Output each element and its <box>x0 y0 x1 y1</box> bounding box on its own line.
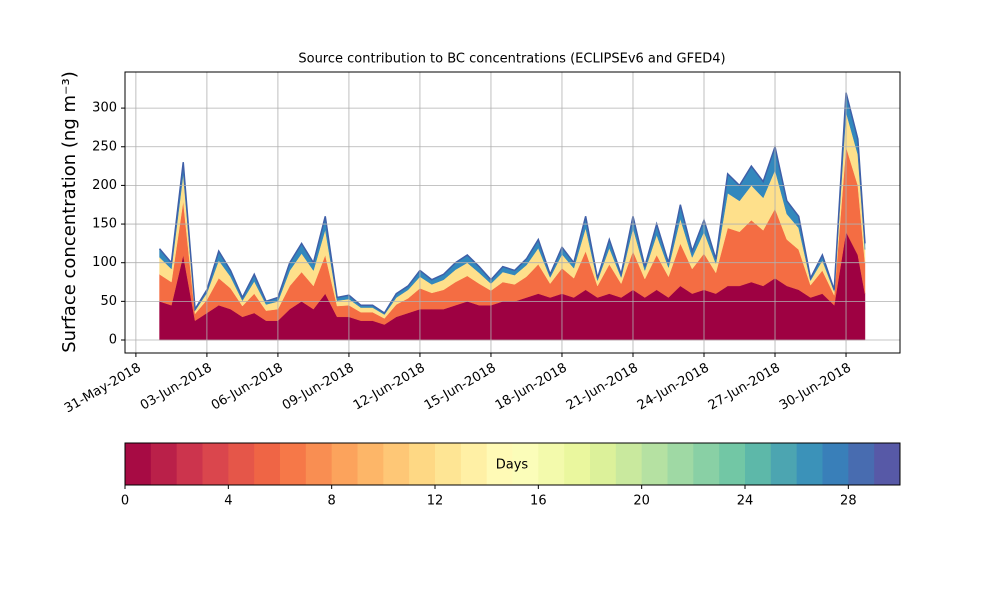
x-tick-label: 31-May-2018 <box>62 361 144 417</box>
colorbar-cell <box>564 443 591 485</box>
colorbar-cell <box>590 443 617 485</box>
colorbar-cell <box>693 443 720 485</box>
colorbar-cell <box>641 443 668 485</box>
y-axis-label: Surface concentration (ng m⁻³) <box>59 71 80 353</box>
x-tick-label: 27-Jun-2018 <box>706 361 783 414</box>
colorbar-cell <box>228 443 255 485</box>
colorbar-cell <box>486 443 513 485</box>
y-tick-label: 50 <box>100 294 117 309</box>
colorbar-cell <box>848 443 875 485</box>
colorbar-cell <box>538 443 565 485</box>
colorbar-cell <box>176 443 203 485</box>
plot-frame <box>124 71 901 354</box>
x-tick-label: 18-Jun-2018 <box>493 361 570 414</box>
x-tick-label: 30-Jun-2018 <box>777 361 854 414</box>
colorbar-cell <box>667 443 694 485</box>
colorbar-tick-label: 24 <box>737 494 754 509</box>
x-tick-label: 03-Jun-2018 <box>138 361 215 414</box>
colorbar-cell <box>512 443 539 485</box>
colorbar-frame <box>124 442 901 486</box>
x-tick-label: 09-Jun-2018 <box>280 361 357 414</box>
colorbar-cell <box>460 443 488 485</box>
colorbar-cell <box>150 443 178 485</box>
x-tick-label: 12-Jun-2018 <box>351 361 428 414</box>
x-tick-label: 06-Jun-2018 <box>209 361 286 414</box>
colorbar-cell <box>409 443 436 485</box>
colorbar-cell <box>280 443 307 485</box>
colorbar-cell <box>822 443 849 485</box>
colorbar-cell <box>357 443 384 485</box>
colorbar-cell <box>331 443 358 485</box>
chart-title: Source contribution to BC concentrations… <box>298 52 725 67</box>
colorbar-cell <box>796 443 823 485</box>
colorbar-tick-label: 12 <box>427 494 444 509</box>
x-tick-label: 21-Jun-2018 <box>564 361 641 414</box>
colorbar-cell <box>383 443 410 485</box>
y-tick-label: 200 <box>92 178 117 193</box>
y-tick-label: 0 <box>109 333 117 348</box>
colorbar-label: Days <box>496 458 529 473</box>
y-tick-label: 100 <box>92 255 117 270</box>
colorbar-tick-label: 20 <box>633 494 650 509</box>
colorbar-cell <box>202 443 229 485</box>
y-tick-label: 250 <box>92 139 117 154</box>
colorbar-cell <box>305 443 333 485</box>
y-tick-label: 300 <box>92 101 117 116</box>
colorbar-cell <box>770 443 798 485</box>
colorbar-cell <box>615 443 643 485</box>
x-tick-label: 24-Jun-2018 <box>635 361 712 414</box>
colorbar-tick-label: 8 <box>328 494 336 509</box>
colorbar-cell <box>874 443 901 485</box>
colorbar-tick-label: 4 <box>224 494 232 509</box>
colorbar-cell <box>125 443 152 485</box>
colorbar-cell <box>745 443 772 485</box>
colorbar-cell <box>435 443 462 485</box>
colorbar-tick-label: 28 <box>840 494 857 509</box>
colorbar-tick-label: 0 <box>121 494 129 509</box>
colorbar-cell <box>254 443 281 485</box>
y-tick-label: 150 <box>92 217 117 232</box>
colorbar-cell <box>719 443 746 485</box>
x-tick-label: 15-Jun-2018 <box>422 361 499 414</box>
colorbar-tick-label: 16 <box>530 494 547 509</box>
